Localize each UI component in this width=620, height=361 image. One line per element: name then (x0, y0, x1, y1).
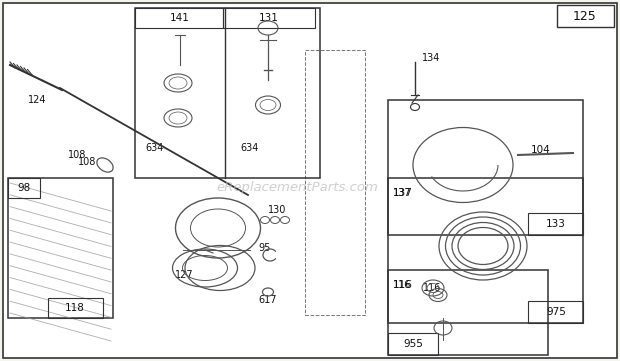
Text: 955: 955 (403, 339, 423, 349)
Bar (8, 178, 40, 198)
Bar (388, 270, 548, 355)
Bar (528, 213, 583, 235)
Text: 975: 975 (546, 307, 566, 317)
Text: 118: 118 (65, 303, 85, 313)
Text: 141: 141 (170, 13, 190, 23)
Text: 125: 125 (573, 9, 597, 22)
Text: 634: 634 (145, 143, 164, 153)
Bar (388, 178, 583, 323)
Text: 124: 124 (28, 95, 46, 105)
Bar (223, 8, 315, 28)
Text: 108: 108 (68, 150, 86, 160)
Text: 116: 116 (393, 280, 412, 290)
Bar (8, 178, 113, 318)
Bar (388, 333, 438, 355)
Text: 104: 104 (531, 145, 551, 155)
Text: 137: 137 (393, 188, 413, 198)
Text: 127: 127 (175, 270, 193, 280)
Bar (388, 100, 583, 235)
Text: 617: 617 (258, 295, 277, 305)
Bar (135, 8, 223, 28)
Text: 634: 634 (240, 143, 259, 153)
Bar (305, 50, 365, 315)
Text: 108: 108 (78, 157, 96, 167)
Text: 98: 98 (17, 183, 30, 193)
Text: 134: 134 (422, 53, 440, 63)
Text: 131: 131 (259, 13, 279, 23)
Text: eReplacementParts.com: eReplacementParts.com (216, 181, 379, 194)
Text: 133: 133 (546, 219, 566, 229)
Text: 137: 137 (393, 188, 412, 198)
Bar (135, 8, 320, 178)
Text: 116: 116 (423, 283, 441, 293)
Text: 95: 95 (258, 243, 270, 253)
Bar (48, 298, 103, 318)
Bar (528, 301, 583, 323)
Text: 116: 116 (393, 280, 413, 290)
Bar (557, 5, 614, 27)
Text: 130: 130 (268, 205, 286, 215)
